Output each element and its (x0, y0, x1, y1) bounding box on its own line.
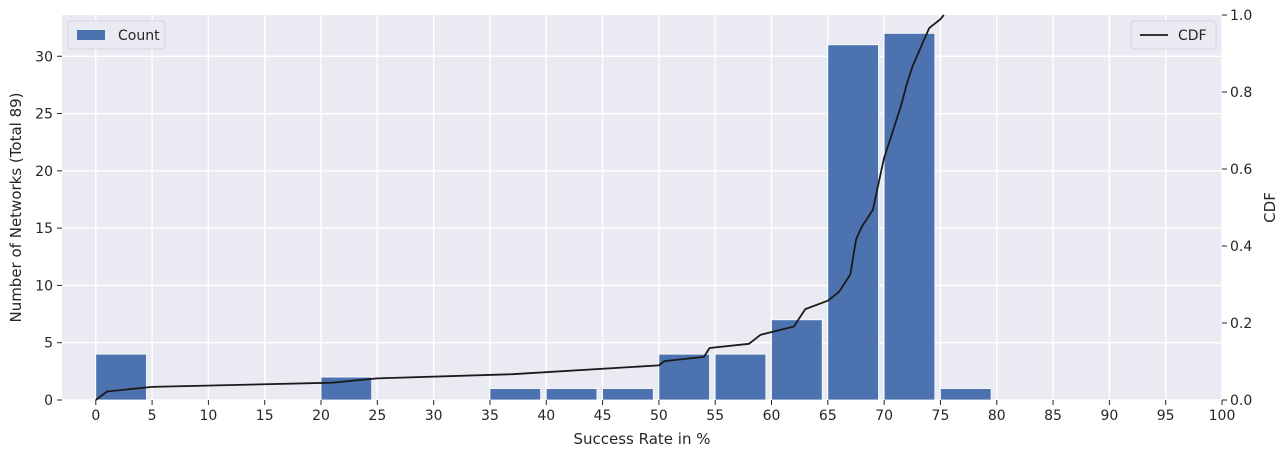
histogram-bar (95, 353, 147, 401)
y-tick-label: 15 (35, 221, 53, 237)
legend-box (1130, 20, 1217, 50)
y2-tick-label: 0.6 (1230, 162, 1252, 178)
y-tick-label: 20 (35, 164, 53, 180)
x-tick-label: 70 (875, 408, 893, 424)
legend-cdf: CDF (1130, 20, 1217, 50)
x-axis-ticks: 0 5 10 15 20 25 30 35 40 45 50 55 60 65 70 75 80 85 90 95 10… (91, 400, 1235, 424)
x-tick-label: 50 (650, 408, 668, 424)
legend-count: Count (67, 20, 166, 50)
histogram-bar (545, 388, 598, 401)
x-tick-label: 30 (425, 408, 443, 424)
x-tick-label: 55 (706, 408, 724, 424)
plot-background (62, 15, 1222, 400)
legend-box (67, 20, 166, 50)
x-tick-label: 25 (368, 408, 386, 424)
histogram-bar (602, 388, 654, 401)
histogram-bar (940, 388, 992, 401)
histogram-bar (771, 319, 823, 401)
y2-tick-label: 0.4 (1230, 239, 1252, 255)
legend-label-count: Count (118, 28, 160, 44)
x-tick-label: 15 (256, 408, 274, 424)
x-tick-label: 90 (1100, 408, 1118, 424)
y-axis-label: Number of Networks (Total 89) (7, 92, 25, 322)
legend-swatch-count (77, 30, 105, 40)
x-axis-label: Success Rate in % (573, 430, 710, 448)
y2-axis-label: CDF (1261, 192, 1279, 223)
x-tick-label: 0 (91, 408, 100, 424)
histogram-bar (658, 353, 710, 401)
x-tick-label: 100 (1209, 408, 1236, 424)
x-tick-label: 60 (763, 408, 781, 424)
y2-tick-label: 1.0 (1230, 8, 1252, 24)
cdf-line (95, 14, 945, 401)
histogram-bar (714, 353, 767, 401)
y-tick-label: 0 (44, 393, 53, 409)
x-tick-label: 20 (312, 408, 330, 424)
legend-label-cdf: CDF (1178, 28, 1207, 44)
x-tick-label: 40 (537, 408, 555, 424)
y2-axis-ticks: 0.0 0.2 0.4 0.6 0.8 1.0 (1222, 8, 1252, 409)
y-tick-label: 10 (35, 278, 53, 294)
x-tick-label: 85 (1044, 408, 1062, 424)
x-tick-label: 45 (594, 408, 612, 424)
y-axis-ticks: 0 5 10 15 20 25 30 (35, 49, 62, 409)
x-tick-label: 65 (819, 408, 837, 424)
x-tick-label: 95 (1157, 408, 1175, 424)
cdf-line-layer (95, 14, 945, 401)
x-tick-label: 10 (199, 408, 217, 424)
bars (95, 32, 992, 401)
y2-tick-label: 0.0 (1230, 393, 1252, 409)
x-tick-label: 35 (481, 408, 499, 424)
y2-tick-label: 0.8 (1230, 85, 1252, 101)
y-tick-label: 30 (35, 49, 53, 65)
y-tick-label: 25 (35, 107, 53, 123)
histogram-bar (489, 388, 542, 401)
x-tick-label: 75 (932, 408, 950, 424)
histogram-bar (883, 32, 936, 401)
x-tick-label: 5 (148, 408, 157, 424)
x-tick-label: 80 (988, 408, 1006, 424)
y2-tick-label: 0.2 (1230, 316, 1252, 332)
y-tick-label: 5 (44, 336, 53, 352)
histogram-bar (827, 44, 879, 401)
